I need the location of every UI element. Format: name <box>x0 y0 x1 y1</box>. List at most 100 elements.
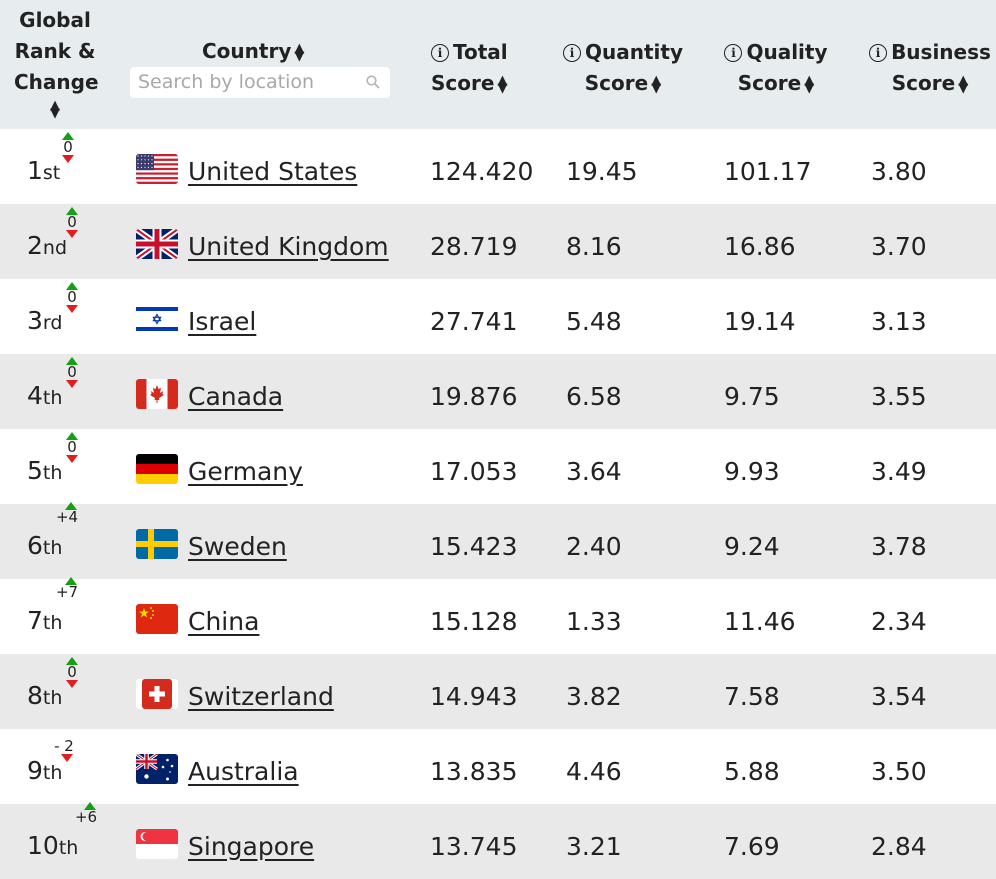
total-score-cell: 13.745 <box>430 832 518 861</box>
rank-down-icon <box>61 754 73 762</box>
rank-header-line-3: Change <box>14 70 99 94</box>
table-row[interactable]: 4th 0 Canada 19.876 6.58 9.75 3.55 <box>0 354 996 429</box>
rank-suffix: rd <box>42 312 63 334</box>
info-icon[interactable]: i <box>869 44 888 62</box>
table-row[interactable]: 10th +6 Singapore 13.745 3.21 7.69 2.84 <box>0 802 996 879</box>
info-icon[interactable]: i <box>431 44 449 62</box>
rank-change-indicator: - 2 <box>54 739 79 762</box>
rank-number: 2 <box>27 231 43 260</box>
rank-down-icon <box>66 305 78 313</box>
table-row[interactable]: 8th 0 Switzerland 14.943 3.82 7.58 3.54 <box>0 654 996 729</box>
country-link[interactable]: Canada <box>188 382 284 411</box>
flag-canada-icon <box>136 379 178 409</box>
rank-up-icon <box>65 502 77 510</box>
rank-number: 9 <box>27 756 43 785</box>
country-header-label: Country <box>202 39 292 63</box>
rank-number: 8 <box>27 681 43 710</box>
rank-header-line-2: Rank & <box>14 39 96 63</box>
table-row[interactable]: 9th - 2 Australia 13.835 4.46 5.88 3.50 <box>0 729 996 804</box>
quality-score-cell: 9.75 <box>724 382 780 411</box>
sort-icon[interactable]: ▲ ▼ <box>294 42 304 63</box>
rank-change-indicator: 0 <box>60 432 84 463</box>
rank-change-value: 0 <box>67 288 77 306</box>
business-score-cell: 3.54 <box>871 682 927 711</box>
rank-change-value: 0 <box>67 438 77 456</box>
rank-change-indicator: 0 <box>60 657 84 688</box>
flag-israel-icon <box>136 304 178 334</box>
quantity-score-cell: 3.64 <box>566 457 622 486</box>
business-score-cell: 2.84 <box>871 832 927 861</box>
sort-icon[interactable]: ▲ ▼ <box>804 74 814 95</box>
table-row[interactable]: 5th 0 Germany 17.053 3.64 9.93 3.49 <box>0 429 996 504</box>
rank-cell: 7th <box>27 606 62 635</box>
table-row[interactable]: 1st 0 United States 124.420 19.45 101.17 3.80 <box>0 129 996 204</box>
rank-number: 4 <box>27 381 43 410</box>
quantity-score-cell: 2.40 <box>566 532 622 561</box>
rank-change-indicator: 0 <box>60 282 84 313</box>
rank-suffix: st <box>42 162 61 184</box>
sort-icon[interactable]: ▲ ▼ <box>497 74 508 96</box>
country-link[interactable]: United States <box>188 157 358 186</box>
rank-cell: 4th <box>27 381 62 410</box>
quantity-score-cell: 6.58 <box>566 382 622 411</box>
quality-score-cell: 9.93 <box>724 457 780 486</box>
rank-change-value: - 2 <box>54 737 74 755</box>
total-score-column-header[interactable]: i Total Score ▲ ▼ <box>431 37 508 99</box>
quantity-header-line-1: Quantity <box>585 40 683 64</box>
country-link[interactable]: United Kingdom <box>188 232 389 261</box>
sort-down-icon: ▼ <box>958 80 969 96</box>
quality-header-line-2: Score <box>737 71 802 95</box>
search-input[interactable]: Search by location <box>130 67 390 98</box>
quantity-score-cell: 8.16 <box>566 232 622 261</box>
rank-change-indicator: +7 <box>56 577 83 600</box>
country-link[interactable]: Switzerland <box>188 682 334 711</box>
rank-change-value: 0 <box>63 138 73 156</box>
rank-up-icon <box>66 357 78 365</box>
country-link[interactable]: China <box>188 607 260 636</box>
rank-change-indicator: 0 <box>60 357 84 388</box>
country-link[interactable]: Australia <box>188 757 299 786</box>
business-score-cell: 3.78 <box>871 532 927 561</box>
quality-score-cell: 9.24 <box>724 532 780 561</box>
flag-china-icon <box>136 604 178 634</box>
business-score-column-header[interactable]: i Business Score ▲ ▼ <box>866 37 994 99</box>
sort-icon[interactable]: ▲ ▼ <box>958 74 969 96</box>
total-score-cell: 13.835 <box>430 757 518 786</box>
rank-suffix: th <box>42 687 63 709</box>
rank-change-indicator: 0 <box>60 207 84 238</box>
table-row[interactable]: 2nd 0 United Kingdom 28.719 8.16 16.86 3.70 <box>0 204 996 279</box>
quantity-score-cell: 5.48 <box>566 307 622 336</box>
rank-number: 6 <box>27 531 43 560</box>
business-score-cell: 3.50 <box>871 757 927 786</box>
total-score-cell: 17.053 <box>430 457 518 486</box>
country-column-header[interactable]: Country ▲ ▼ <box>202 36 304 67</box>
rank-cell: 2nd <box>27 231 67 260</box>
table-row[interactable]: 6th +4 Sweden 15.423 2.40 9.24 3.78 <box>0 502 996 579</box>
table-row[interactable]: 7th +7 China 15.128 1.33 11.46 2.34 <box>0 577 996 654</box>
quality-score-column-header[interactable]: i Quality Score ▲ ▼ <box>721 37 831 99</box>
rank-up-icon <box>84 802 96 810</box>
flag-australia-icon <box>136 754 178 784</box>
table-row[interactable]: 3rd 0 Israel 27.741 5.48 19.14 3.13 <box>0 279 996 354</box>
total-score-cell: 19.876 <box>430 382 518 411</box>
quality-score-cell: 11.46 <box>724 607 796 636</box>
sort-icon[interactable]: ▲ ▼ <box>651 74 662 96</box>
info-icon[interactable]: i <box>724 44 743 62</box>
country-link[interactable]: Germany <box>188 457 303 486</box>
country-link[interactable]: Israel <box>188 307 257 336</box>
rank-column-header[interactable]: Global Rank & Change ▲ ▼ <box>14 5 99 120</box>
country-link[interactable]: Sweden <box>188 532 287 561</box>
sort-down-icon: ▼ <box>651 80 662 96</box>
country-link[interactable]: Singapore <box>188 832 315 861</box>
sort-down-icon: ▼ <box>497 80 508 96</box>
flag-united-kingdom-icon <box>136 229 178 259</box>
sort-icon[interactable]: ▲ ▼ <box>14 99 96 120</box>
total-score-cell: 14.943 <box>430 682 518 711</box>
rank-change-value: 0 <box>67 213 77 231</box>
rank-suffix: th <box>42 462 63 484</box>
business-score-cell: 3.49 <box>871 457 927 486</box>
quantity-score-column-header[interactable]: i Quantity Score ▲ ▼ <box>561 37 685 99</box>
info-icon[interactable]: i <box>563 44 581 62</box>
business-score-cell: 2.34 <box>871 607 927 636</box>
total-score-cell: 124.420 <box>430 157 534 186</box>
